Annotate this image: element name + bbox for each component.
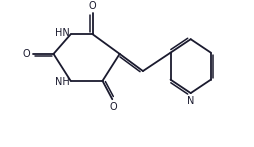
- Text: HN: HN: [55, 28, 69, 38]
- Text: O: O: [89, 1, 97, 11]
- Text: O: O: [110, 102, 117, 112]
- Text: N: N: [187, 96, 194, 106]
- Text: NH: NH: [55, 77, 69, 87]
- Text: O: O: [22, 49, 30, 59]
